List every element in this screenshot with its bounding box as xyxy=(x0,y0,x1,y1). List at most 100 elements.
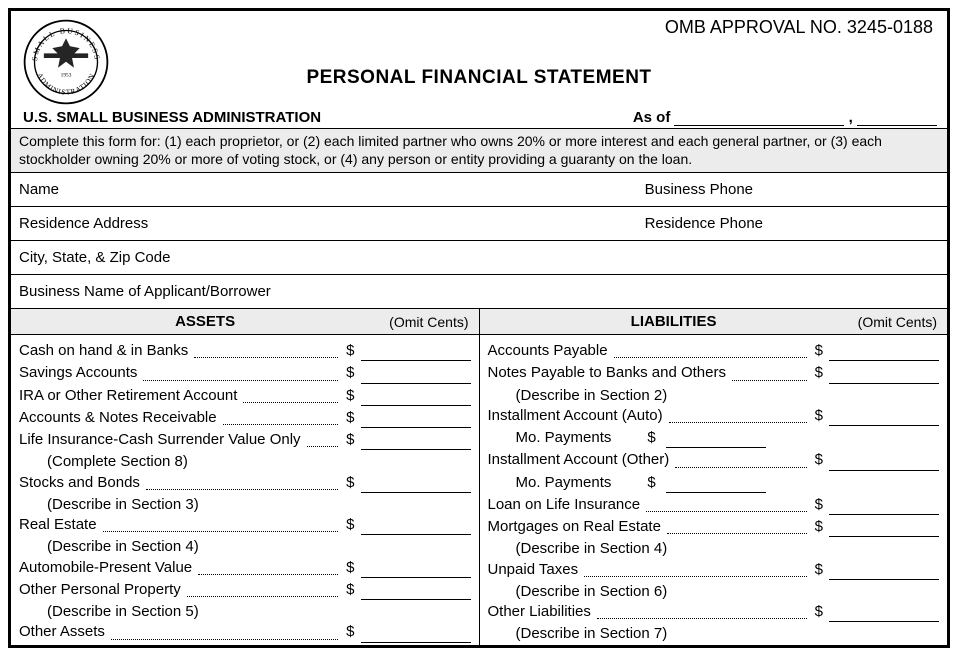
omit-cents-left: (Omit Cents) xyxy=(389,314,468,330)
dollar-sign: $ xyxy=(815,363,825,383)
liab-accounts-payable: Accounts Payable $ xyxy=(488,341,940,361)
asset-receivable-label: Accounts & Notes Receivable xyxy=(19,408,217,428)
dotted-leader xyxy=(111,632,338,640)
asset-life-ins-label: Life Insurance-Cash Surrender Value Only xyxy=(19,430,301,450)
liab-mortgages-label: Mortgages on Real Estate xyxy=(488,517,661,537)
asset-receivable-input[interactable] xyxy=(361,414,471,428)
liab-install-other-label: Installment Account (Other) xyxy=(488,450,670,470)
asset-auto-input[interactable] xyxy=(361,564,471,578)
mo-payments-label: Mo. Payments xyxy=(516,428,612,448)
liab-other-sub: (Describe in Section 7) xyxy=(488,624,940,644)
dollar-sign: $ xyxy=(346,363,356,383)
asset-personal-prop-label: Other Personal Property xyxy=(19,580,181,600)
asset-ira-label: IRA or Other Retirement Account xyxy=(19,386,237,406)
asset-cash: Cash on hand & in Banks $ xyxy=(19,341,471,361)
asset-other-input[interactable] xyxy=(361,629,471,643)
asset-real-estate-input[interactable] xyxy=(361,521,471,535)
as-of-year-input[interactable] xyxy=(857,112,937,126)
dotted-leader xyxy=(646,504,807,512)
asset-other-label: Other Assets xyxy=(19,622,105,642)
liab-install-other-input[interactable] xyxy=(829,457,939,471)
asset-other: Other Assets $ xyxy=(19,622,471,642)
asset-auto: Automobile-Present Value $ xyxy=(19,558,471,578)
assets-liabilities-body: Cash on hand & in Banks $ Savings Accoun… xyxy=(11,334,947,645)
dotted-leader xyxy=(146,482,338,490)
asset-auto-label: Automobile-Present Value xyxy=(19,558,192,578)
liab-mortgages-input[interactable] xyxy=(829,523,939,537)
asset-personal-prop-input[interactable] xyxy=(361,586,471,600)
liab-install-auto-label: Installment Account (Auto) xyxy=(488,406,663,426)
header: SMALL BUSINESS ADMINISTRATION 1953 OMB A… xyxy=(11,11,947,109)
city-state-zip-field[interactable]: City, State, & Zip Code xyxy=(19,249,170,266)
liab-mortgages-sub: (Describe in Section 4) xyxy=(488,539,940,559)
asset-ira-input[interactable] xyxy=(361,392,471,406)
liab-install-auto-input[interactable] xyxy=(829,412,939,426)
liab-install-auto-mo: Mo. Payments $ xyxy=(488,428,940,448)
business-phone-field[interactable]: Business Phone xyxy=(645,181,939,198)
row-city: City, State, & Zip Code xyxy=(11,240,947,274)
liab-notes-payable-input[interactable] xyxy=(829,370,939,384)
dollar-sign: $ xyxy=(647,428,657,448)
as-of-date-input[interactable] xyxy=(674,112,844,126)
assets-title: ASSETS xyxy=(21,313,389,330)
row-address-phone: Residence Address Residence Phone xyxy=(11,206,947,240)
liabilities-column: Accounts Payable $ Notes Payable to Bank… xyxy=(480,335,948,645)
business-name-field[interactable]: Business Name of Applicant/Borrower xyxy=(19,283,271,300)
dollar-sign: $ xyxy=(815,406,825,426)
dotted-leader xyxy=(307,439,339,447)
dotted-leader xyxy=(597,611,807,619)
asset-cash-input[interactable] xyxy=(361,347,471,361)
liab-accounts-payable-input[interactable] xyxy=(829,347,939,361)
dollar-sign: $ xyxy=(647,473,657,493)
residence-phone-field[interactable]: Residence Phone xyxy=(645,215,939,232)
dotted-leader xyxy=(584,569,807,577)
asset-ira: IRA or Other Retirement Account $ xyxy=(19,386,471,406)
asset-personal-prop: Other Personal Property $ xyxy=(19,580,471,600)
asset-receivable: Accounts & Notes Receivable $ xyxy=(19,408,471,428)
dollar-sign: $ xyxy=(346,558,356,578)
asset-savings-label: Savings Accounts xyxy=(19,363,137,383)
residence-address-field[interactable]: Residence Address xyxy=(19,215,645,232)
form-title: PERSONAL FINANCIAL STATEMENT xyxy=(11,67,947,89)
asset-real-estate-sub: (Describe in Section 4) xyxy=(19,537,471,557)
dollar-sign: $ xyxy=(346,386,356,406)
dotted-leader xyxy=(198,567,338,575)
dollar-sign: $ xyxy=(346,473,356,493)
liabilities-title: LIABILITIES xyxy=(490,313,858,330)
dotted-leader xyxy=(194,350,338,358)
liab-install-other-mo-input[interactable] xyxy=(666,479,766,493)
dollar-sign: $ xyxy=(815,450,825,470)
liab-other-input[interactable] xyxy=(829,608,939,622)
dollar-sign: $ xyxy=(815,341,825,361)
asset-savings-input[interactable] xyxy=(361,370,471,384)
liab-mortgages: Mortgages on Real Estate $ xyxy=(488,517,940,537)
row-business-name: Business Name of Applicant/Borrower xyxy=(11,274,947,308)
liab-loan-life-label: Loan on Life Insurance xyxy=(488,495,641,515)
liab-unpaid-taxes-input[interactable] xyxy=(829,566,939,580)
asset-life-ins-input[interactable] xyxy=(361,436,471,450)
dollar-sign: $ xyxy=(346,341,356,361)
dotted-leader xyxy=(187,589,338,597)
asset-life-ins: Life Insurance-Cash Surrender Value Only… xyxy=(19,430,471,450)
asset-real-estate: Real Estate $ xyxy=(19,515,471,535)
as-of-comma: , xyxy=(849,109,857,126)
as-of-label: As of xyxy=(633,109,671,126)
dollar-sign: $ xyxy=(346,430,356,450)
liabilities-header: LIABILITIES (Omit Cents) xyxy=(480,309,948,334)
name-field[interactable]: Name xyxy=(19,181,645,198)
asset-stocks: Stocks and Bonds $ xyxy=(19,473,471,493)
liab-install-other: Installment Account (Other) $ xyxy=(488,450,940,470)
dotted-leader xyxy=(143,373,338,381)
agency-row: U.S. SMALL BUSINESS ADMINISTRATION As of… xyxy=(11,109,947,128)
asset-stocks-sub: (Describe in Section 3) xyxy=(19,495,471,515)
dollar-sign: $ xyxy=(346,515,356,535)
dollar-sign: $ xyxy=(815,602,825,622)
liab-other: Other Liabilities $ xyxy=(488,602,940,622)
asset-stocks-input[interactable] xyxy=(361,479,471,493)
dotted-leader xyxy=(667,526,807,534)
liab-loan-life-input[interactable] xyxy=(829,501,939,515)
liab-other-label: Other Liabilities xyxy=(488,602,591,622)
liab-install-auto-mo-input[interactable] xyxy=(666,434,766,448)
assets-liabilities-header: ASSETS (Omit Cents) LIABILITIES (Omit Ce… xyxy=(11,308,947,334)
dollar-sign: $ xyxy=(346,580,356,600)
